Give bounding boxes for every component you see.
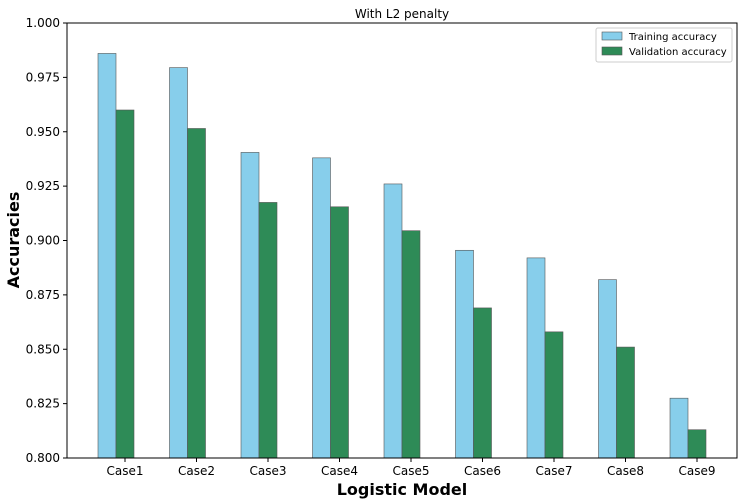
training-bar-case4	[312, 157, 331, 459]
validation-bar-case6	[473, 307, 492, 459]
legend-swatch-validation	[601, 46, 623, 56]
training-bar-case9	[669, 397, 689, 459]
validation-bar-case1	[115, 109, 135, 459]
x-axis-ticks: Case1 Case2 Case3 Case4 Case5 Case6 Case7 Case8…	[106, 458, 716, 478]
x-tick-label-case5: Case5	[392, 464, 429, 478]
training-bar-case2	[169, 67, 188, 459]
x-tick-label-case1: Case1	[106, 464, 143, 478]
y-tick-label: 0.925	[26, 179, 60, 193]
bars-layer	[97, 53, 707, 459]
x-axis-label: Logistic Model	[337, 480, 468, 499]
y-tick-label: 0.875	[26, 288, 60, 302]
y-tick-label: 1.000	[26, 16, 60, 30]
x-tick-label-case9: Case9	[678, 464, 715, 478]
y-axis-label: Accuracies	[4, 192, 23, 289]
y-tick-label: 0.950	[26, 125, 60, 139]
training-bar-case6	[455, 249, 474, 459]
y-tick-label: 0.850	[26, 342, 60, 356]
y-tick-label: 0.975	[26, 70, 60, 84]
validation-bar-case3	[258, 202, 278, 459]
training-bar-case1	[97, 53, 117, 459]
plot-frame	[66, 22, 738, 459]
validation-bar-case8	[616, 346, 635, 459]
training-bar-case3	[240, 152, 260, 459]
training-bar-case7	[526, 257, 546, 459]
validation-bar-case4	[330, 206, 349, 459]
x-tick-label-case4: Case4	[321, 464, 358, 478]
legend-swatch-training	[601, 31, 623, 41]
x-tick-label-case6: Case6	[464, 464, 501, 478]
legend-label-training: Training accuracy	[628, 32, 717, 43]
legend: Training accuracy Validation accuracy	[595, 27, 733, 63]
chart-title: With L2 penalty	[355, 7, 449, 21]
y-axis-ticks: 0.800 0.825 0.850 0.875 0.900 0.925 0.950 0.975…	[26, 16, 67, 465]
training-bar-case8	[598, 279, 617, 459]
y-tick-label: 0.825	[26, 397, 60, 411]
y-tick-label: 0.900	[26, 234, 60, 248]
y-tick-label: 0.800	[26, 451, 60, 465]
validation-bar-case9	[687, 429, 707, 459]
x-tick-label-case7: Case7	[535, 464, 572, 478]
legend-label-validation: Validation accuracy	[629, 47, 727, 58]
x-tick-label-case3: Case3	[249, 464, 286, 478]
validation-bar-case5	[401, 230, 421, 459]
x-tick-label-case8: Case8	[607, 464, 644, 478]
validation-bar-case2	[187, 128, 206, 459]
x-tick-label-case2: Case2	[178, 464, 215, 478]
validation-bar-case7	[544, 331, 564, 459]
training-bar-case5	[383, 183, 403, 459]
legend-box	[595, 27, 733, 63]
